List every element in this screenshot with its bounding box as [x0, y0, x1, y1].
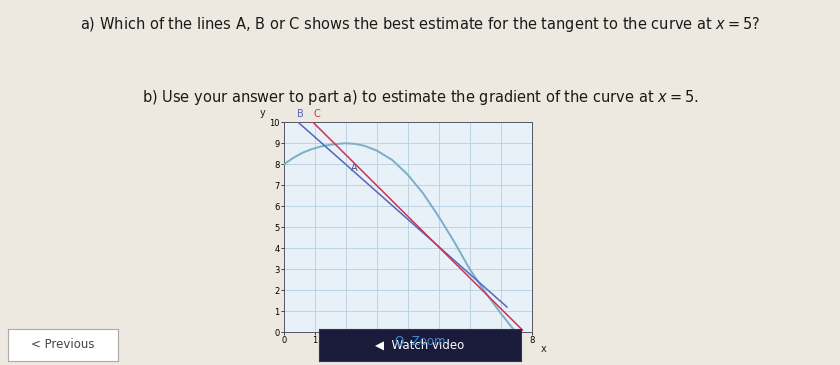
Text: y: y — [260, 108, 265, 118]
Text: b) Use your answer to part a) to estimate the gradient of the curve at $x = 5$.: b) Use your answer to part a) to estimat… — [142, 88, 698, 107]
Text: ◀  Watch video: ◀ Watch video — [375, 338, 465, 351]
Text: B: B — [297, 109, 303, 119]
Text: A: A — [350, 163, 357, 173]
Text: x: x — [541, 344, 547, 354]
Text: a) Which of the lines A, B or C shows the best estimate for the tangent to the c: a) Which of the lines A, B or C shows th… — [80, 15, 760, 34]
Text: < Previous: < Previous — [31, 338, 95, 351]
Text: Q  Zoom: Q Zoom — [395, 335, 445, 348]
Text: C: C — [313, 109, 320, 119]
